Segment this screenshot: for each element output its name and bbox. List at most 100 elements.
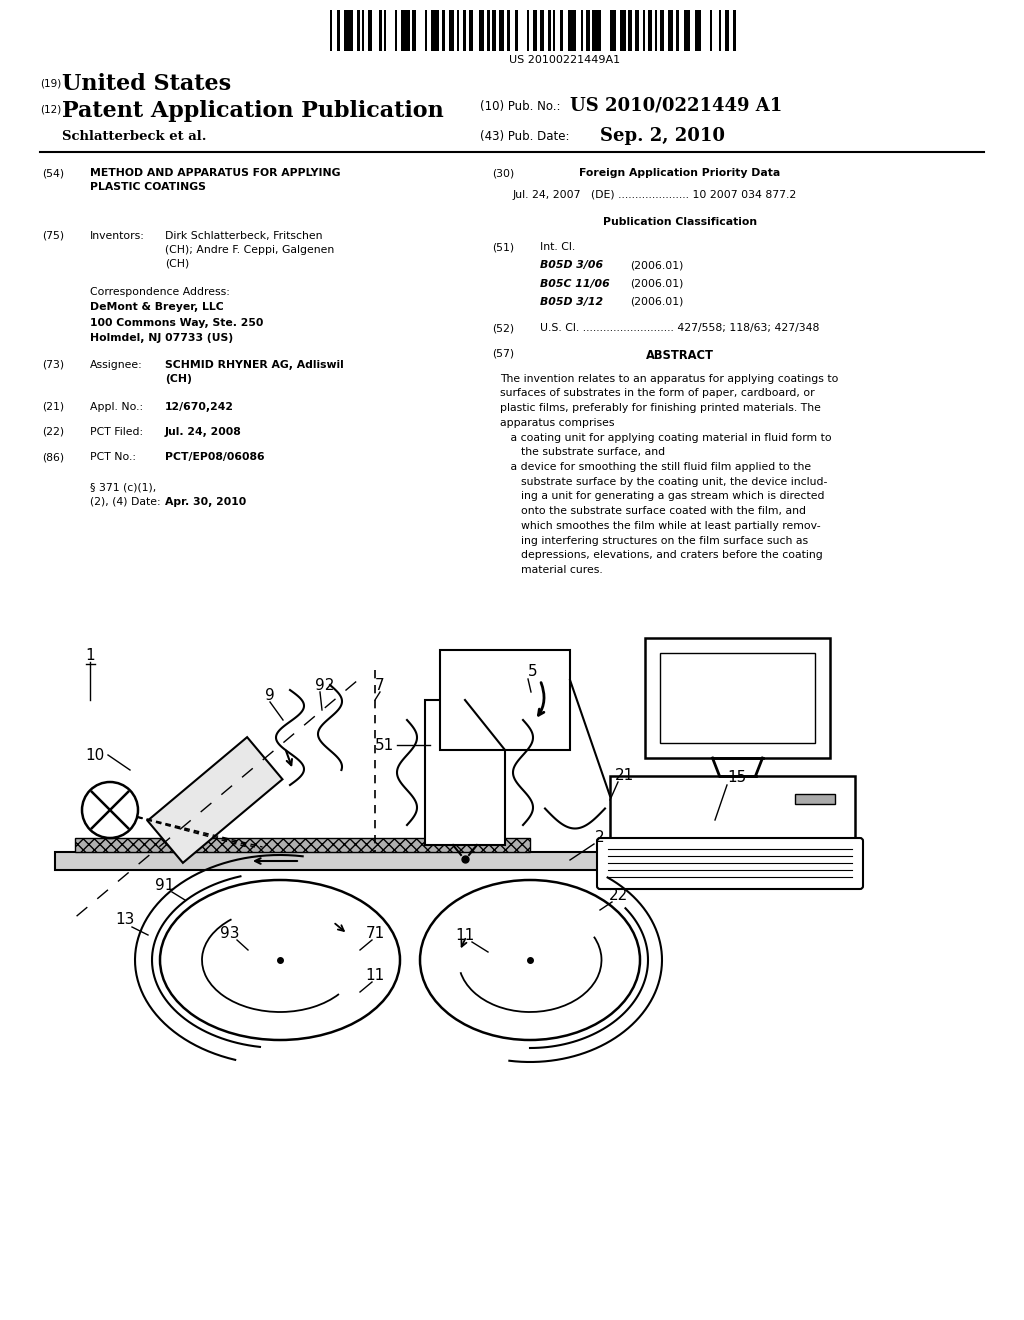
Text: Sep. 2, 2010: Sep. 2, 2010 [600,127,725,145]
Bar [725,11,729,50]
Bar [493,11,496,50]
Bar [330,11,332,50]
Text: (52): (52) [492,323,514,334]
Text: (12): (12) [40,106,61,115]
Text: Inventors:: Inventors: [90,231,144,242]
Bar [660,11,664,50]
Text: (51): (51) [492,242,514,252]
Text: B05D 3/12: B05D 3/12 [540,297,603,306]
Bar [719,11,721,50]
Text: substrate surface by the coating unit, the device includ-: substrate surface by the coating unit, t… [500,477,827,487]
Bar [648,11,651,50]
Text: 93: 93 [220,925,240,940]
Text: (73): (73) [42,360,65,370]
Text: 22: 22 [608,887,628,903]
Text: METHOD AND APPARATUS FOR APPLYING: METHOD AND APPARATUS FOR APPLYING [90,168,341,178]
Text: (43) Pub. Date:: (43) Pub. Date: [480,129,569,143]
Bar [643,11,645,50]
Bar [540,11,545,50]
Text: PCT/EP08/06086: PCT/EP08/06086 [165,453,264,462]
Text: (CH); Andre F. Ceppi, Galgenen: (CH); Andre F. Ceppi, Galgenen [165,246,334,255]
Bar [587,11,590,50]
Bar [514,11,518,50]
Bar [425,700,505,845]
Text: ing interfering structures on the film surface such as: ing interfering structures on the film s… [500,536,808,545]
Bar [694,11,701,50]
Bar [733,11,735,50]
Text: Assignee:: Assignee: [90,360,142,370]
Text: 1: 1 [85,648,95,663]
Bar [400,11,410,50]
Bar [479,11,483,50]
Bar [499,11,504,50]
Text: Dirk Schlatterbeck, Fritschen: Dirk Schlatterbeck, Fritschen [165,231,323,242]
Text: 7: 7 [375,677,385,693]
Bar [457,11,460,50]
Bar [395,11,397,50]
Bar [384,11,386,50]
Text: SCHMID RHYNER AG, Adliswil: SCHMID RHYNER AG, Adliswil [165,360,344,370]
Text: B05D 3/06: B05D 3/06 [540,260,603,271]
Text: PLASTIC COATINGS: PLASTIC COATINGS [90,182,206,191]
Text: (19): (19) [40,78,61,88]
Text: The invention relates to an apparatus for applying coatings to: The invention relates to an apparatus fo… [500,374,839,384]
Text: (22): (22) [42,426,65,437]
Bar [362,11,365,50]
FancyBboxPatch shape [597,838,863,888]
Text: Schlatterbeck et al.: Schlatterbeck et al. [62,129,207,143]
Bar [795,795,835,804]
Text: depressions, elevations, and craters before the coating: depressions, elevations, and craters bef… [500,550,822,560]
Text: 5: 5 [528,664,538,680]
Text: US 20100221449A1: US 20100221449A1 [509,55,621,65]
Text: 71: 71 [366,925,385,940]
Bar [425,11,427,50]
Bar [55,851,740,870]
Text: material cures.: material cures. [500,565,603,576]
Text: 21: 21 [615,767,635,783]
Text: (54): (54) [42,168,65,178]
Text: § 371 (c)(1),: § 371 (c)(1), [90,483,157,492]
Text: the substrate surface, and: the substrate surface, and [500,447,666,457]
Bar [609,11,616,50]
Text: a coating unit for applying coating material in fluid form to: a coating unit for applying coating mate… [500,433,831,442]
Text: (2006.01): (2006.01) [630,279,683,289]
Bar [344,11,353,50]
Text: 15: 15 [727,771,746,785]
Bar [75,838,530,851]
Bar [610,776,855,841]
Bar [534,11,537,50]
Bar [655,11,657,50]
Text: 10: 10 [85,747,104,763]
Bar [450,11,454,50]
Text: ing a unit for generating a gas stream which is directed: ing a unit for generating a gas stream w… [500,491,824,502]
Bar [356,11,359,50]
Text: Holmdel, NJ 07733 (US): Holmdel, NJ 07733 (US) [90,333,233,343]
Bar [368,11,372,50]
Text: U.S. Cl. ........................... 427/558; 118/63; 427/348: U.S. Cl. ........................... 427… [540,323,819,334]
Ellipse shape [420,880,640,1040]
Text: Int. Cl.: Int. Cl. [540,242,575,252]
Text: plastic films, preferably for finishing printed materials. The: plastic films, preferably for finishing … [500,403,821,413]
Ellipse shape [160,880,400,1040]
Bar [379,11,382,50]
Text: 11: 11 [366,968,385,982]
Text: Foreign Application Priority Data: Foreign Application Priority Data [580,168,780,178]
Text: Jul. 24, 2007   (DE) ..................... 10 2007 034 877.2: Jul. 24, 2007 (DE) .....................… [512,190,797,201]
Bar [441,11,445,50]
Text: 100 Commons Way, Ste. 250: 100 Commons Way, Ste. 250 [90,318,263,327]
Text: DeMont & Breyer, LLC: DeMont & Breyer, LLC [90,302,224,313]
Text: which smoothes the film while at least partially remov-: which smoothes the film while at least p… [500,521,820,531]
Bar [147,737,283,863]
Bar [507,11,510,50]
Bar [469,11,472,50]
Text: 51: 51 [376,738,394,752]
Text: ABSTRACT: ABSTRACT [646,348,714,362]
Bar [676,11,679,50]
Bar [592,11,601,50]
Bar [440,649,570,750]
Text: B05C 11/06: B05C 11/06 [540,279,609,289]
Bar [412,11,416,50]
Text: a device for smoothing the still fluid film applied to the: a device for smoothing the still fluid f… [500,462,811,473]
Bar [629,11,632,50]
Text: 12/670,242: 12/670,242 [165,401,234,412]
